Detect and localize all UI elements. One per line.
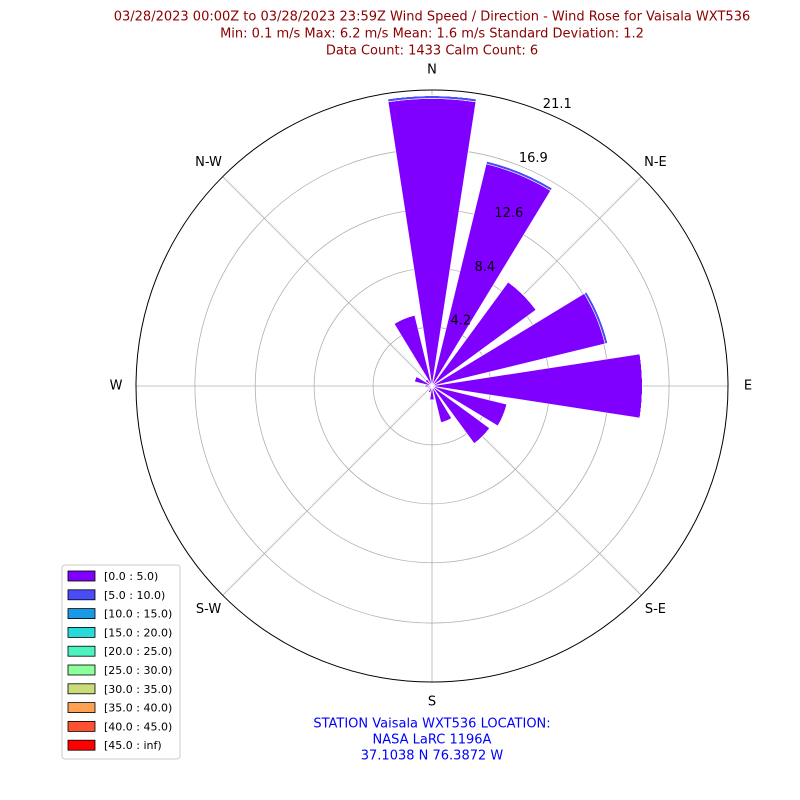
legend-swatch	[67, 608, 96, 619]
legend-swatch	[67, 570, 96, 582]
legend-label: [40.0 : 45.0)	[104, 720, 172, 733]
bar-segment	[497, 404, 508, 427]
bar-segment	[428, 391, 431, 394]
legend-label: [5.0 : 10.0)	[104, 589, 165, 602]
legend-label: [10.0 : 15.0)	[104, 608, 172, 621]
direction-label: N	[427, 63, 437, 78]
direction-label: N-W	[195, 155, 222, 170]
legend-swatch	[67, 739, 96, 751]
legend: [0.0 : 5.0) [5.0 : 10.0) [10.0 : 15.0) [15.…	[61, 564, 181, 760]
bar-segment	[393, 314, 415, 324]
legend-label: [35.0 : 40.0)	[104, 702, 172, 715]
r-tick-label: 21.1	[543, 97, 572, 112]
direction-label: S-W	[196, 602, 221, 617]
bar-segment	[508, 281, 537, 310]
labels: N N-E E S-E S S-W W N-W 4.2 8.4 12.6 16.9 21.1	[110, 63, 753, 710]
legend-label: [30.0 : 35.0)	[104, 683, 172, 696]
station-note: STATION Vaisala WXT536 LOCATION:	[313, 717, 550, 732]
bars	[387, 95, 643, 445]
legend-label: [20.0 : 25.0)	[104, 645, 172, 658]
direction-label: W	[110, 379, 123, 394]
direction-label: E	[744, 379, 752, 394]
bar-segment	[387, 95, 477, 100]
legend-swatch	[67, 664, 96, 676]
legend-label: [45.0 : inf)	[104, 739, 162, 752]
legend-swatch	[67, 721, 96, 732]
bar-segment	[486, 160, 553, 189]
spoke	[222, 385, 433, 596]
bar-segment	[440, 418, 452, 424]
station-note: NASA LaRC 1196A	[373, 733, 492, 748]
legend-swatch	[67, 702, 96, 713]
legend-label: [25.0 : 30.0)	[104, 664, 172, 677]
station-note: 37.1038 N 76.3872 W	[361, 749, 504, 764]
legend-swatch	[67, 589, 96, 601]
bar-segment	[586, 291, 609, 344]
r-tick-label: 8.4	[474, 260, 495, 275]
legend-label: [15.0 : 20.0)	[104, 626, 172, 639]
legend-swatch	[67, 645, 96, 657]
direction-label: N-E	[644, 155, 667, 170]
r-tick-label: 12.6	[494, 206, 523, 221]
chart-title: 03/28/2023 00:00Z to 03/28/2023 23:59Z W…	[114, 10, 751, 25]
r-tick-label: 16.9	[519, 151, 548, 166]
legend-swatch	[67, 683, 96, 695]
chart-subtitle: Data Count: 1433 Calm Count: 6	[326, 44, 538, 59]
r-tick-label: 4.2	[451, 314, 472, 329]
direction-label: S	[428, 695, 436, 710]
direction-label: S-E	[645, 602, 666, 617]
legend-swatch	[67, 627, 96, 638]
legend-label: [0.0 : 5.0)	[104, 570, 158, 583]
spoke	[222, 176, 433, 387]
chart-subtitle: Min: 0.1 m/s Max: 6.2 m/s Mean: 1.6 m/s …	[220, 27, 644, 42]
grid-ring	[135, 89, 729, 683]
